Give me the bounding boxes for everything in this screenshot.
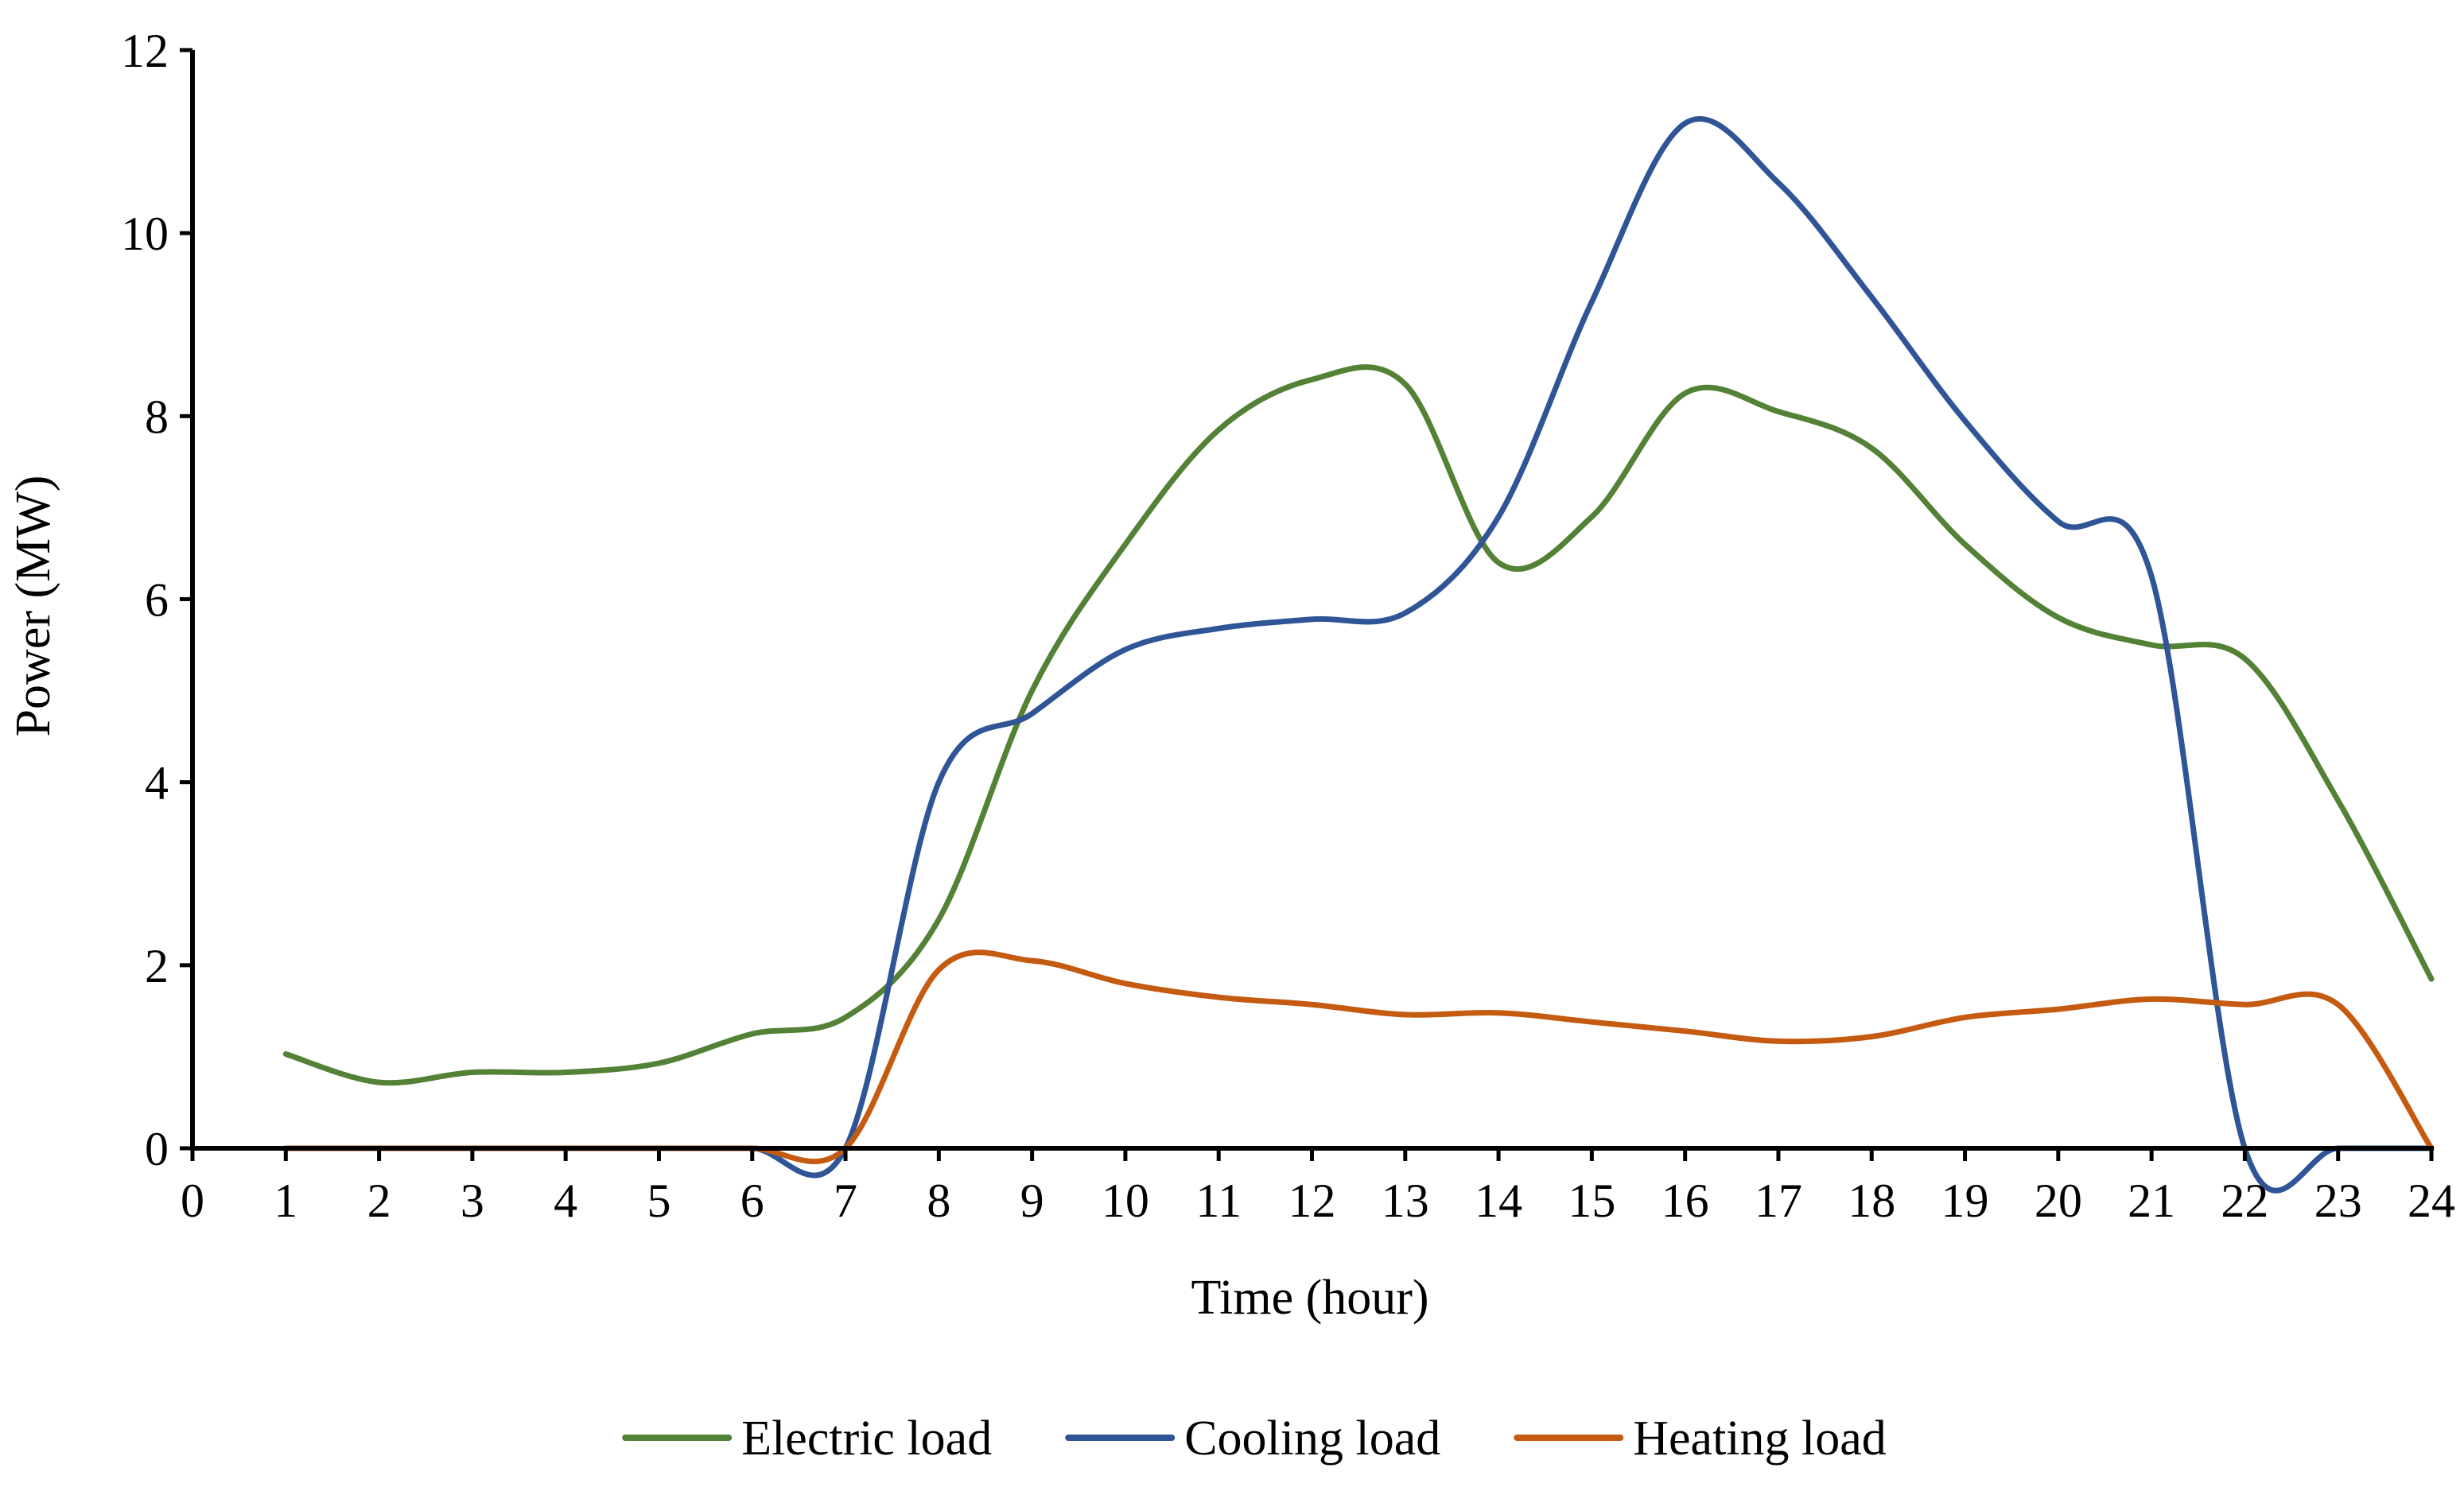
x-tick-label: 3 [461,1175,484,1227]
series-line-cooling-load [282,115,2435,1194]
x-tick-label: 18 [1848,1175,1895,1227]
x-tick-label: 2 [367,1175,391,1227]
x-tick-label: 10 [1102,1175,1149,1227]
y-tick-label: 8 [145,390,169,443]
legend-label-heating-load: Heating load [1633,1411,1887,1466]
x-tick-label: 15 [1568,1175,1615,1227]
x-tick-label: 12 [1288,1175,1336,1227]
x-tick-label: 9 [1020,1175,1044,1227]
legend-label-electric-load: Electric load [741,1411,992,1466]
axes-group [180,48,2434,1161]
x-tick-label: 13 [1382,1175,1429,1227]
series-line-electric-load [282,364,2435,1086]
x-axis-label: Time (hour) [1191,1271,1428,1325]
x-tick-label: 17 [1755,1175,1802,1227]
x-tick-label: 0 [181,1175,204,1227]
series-line-heating-load [282,949,2435,1165]
x-tick-labels: 0 1 2 3 4 5 6 7 8 9 10 11 12 13 14 15 16 17 18 19 20 21 22 23 24 [181,1175,2455,1227]
y-tick-label: 0 [145,1123,169,1175]
x-tick-label: 21 [2128,1175,2175,1227]
legend: Electric load Cooling load Heating load [622,1411,1887,1466]
legend-label-cooling-load: Cooling load [1184,1411,1440,1466]
y-tick-label: 6 [145,574,169,627]
x-tick-label: 4 [554,1175,577,1227]
x-tick-label: 24 [2408,1175,2455,1227]
y-tick-labels: 0 2 4 6 8 10 12 [121,25,169,1175]
x-tick-label: 14 [1475,1175,1522,1227]
x-tick-label: 22 [2221,1175,2268,1227]
y-tick-label: 4 [145,757,169,810]
x-tick-label: 20 [2035,1175,2082,1227]
x-tick-label: 19 [1941,1175,1989,1227]
y-tick-label: 2 [145,940,169,992]
x-tick-label: 1 [274,1175,297,1227]
x-tick-label: 16 [1661,1175,1709,1227]
y-axis-label: Power (MW) [6,476,60,737]
series-group [282,115,2435,1194]
x-tick-label: 7 [834,1175,857,1227]
y-tick-label: 12 [121,25,169,77]
y-tick-label: 10 [121,208,169,260]
x-tick-label: 8 [927,1175,950,1227]
x-tick-label: 23 [2314,1175,2362,1227]
x-tick-label: 6 [740,1175,764,1227]
x-tick-label: 5 [647,1175,670,1227]
x-tick-label: 11 [1195,1175,1242,1227]
